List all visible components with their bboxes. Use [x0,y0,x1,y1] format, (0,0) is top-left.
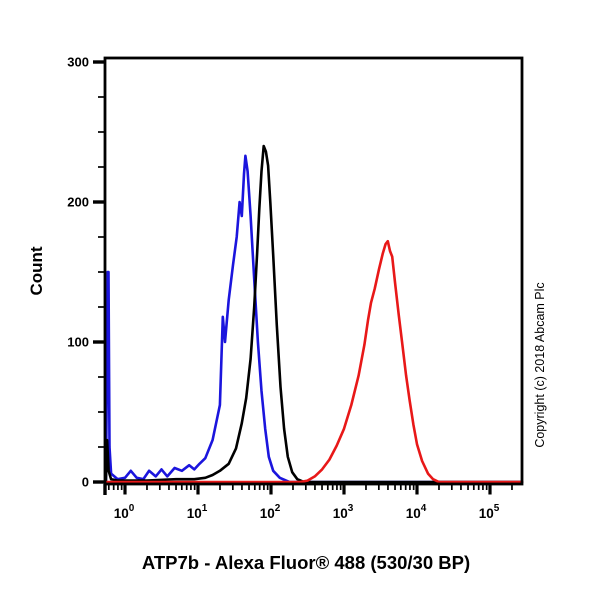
plot-frame [103,56,524,486]
chart-title: ATP7b - Alexa Fluor® 488 (530/30 BP) [141,552,471,573]
black-curve [104,144,524,484]
y-axis-label: Count [27,246,46,296]
x-tick-label: 104 [406,503,427,521]
x-tick-label: 101 [187,503,208,521]
y-tick-label: 300 [67,55,89,70]
red-curve [104,239,524,484]
x-tick-label: 103 [333,503,354,521]
y-tick-label: 100 [67,335,89,350]
y-tick-label: 200 [67,195,89,210]
x-tick-label: 102 [260,503,281,521]
x-tick-label: 100 [114,503,135,521]
blue-curve [104,154,524,484]
y-tick-label: 0 [82,475,89,490]
copyright-text: Copyright (c) 2018 Abcam Plc [533,282,547,448]
x-tick-label: 105 [479,503,500,521]
